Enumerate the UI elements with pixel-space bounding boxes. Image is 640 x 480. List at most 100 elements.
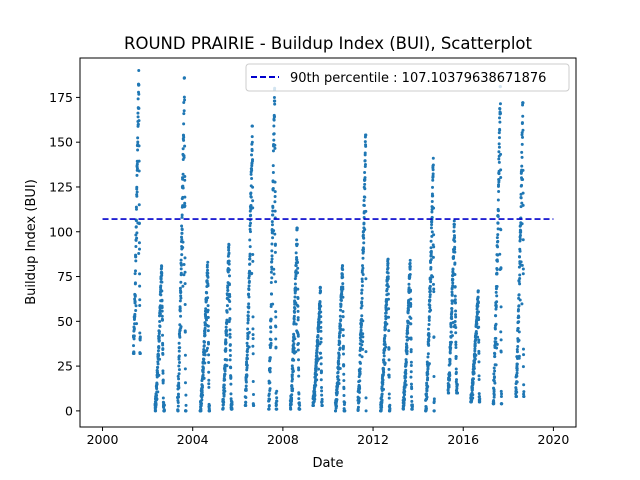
data-point xyxy=(402,400,406,404)
data-point xyxy=(134,244,138,248)
data-point xyxy=(454,313,458,317)
data-point xyxy=(430,223,434,227)
data-point xyxy=(404,372,408,376)
data-point xyxy=(477,360,481,364)
data-point xyxy=(138,272,142,276)
data-point xyxy=(207,404,211,408)
data-point xyxy=(178,306,182,310)
data-point xyxy=(493,369,497,373)
data-point xyxy=(448,358,452,362)
data-point xyxy=(208,409,212,413)
data-point xyxy=(496,198,500,202)
data-point xyxy=(155,393,159,397)
data-point xyxy=(519,196,523,200)
data-point xyxy=(293,307,297,311)
data-point xyxy=(179,314,183,318)
data-point xyxy=(136,122,140,126)
data-point xyxy=(314,365,318,369)
data-point xyxy=(520,201,524,205)
data-point xyxy=(252,392,255,396)
data-point xyxy=(135,322,139,326)
data-point xyxy=(293,282,297,286)
data-point xyxy=(138,298,142,302)
data-point xyxy=(250,271,254,275)
data-point xyxy=(387,329,391,333)
data-point xyxy=(226,288,230,292)
data-point xyxy=(521,365,525,369)
data-point xyxy=(251,337,255,341)
data-point xyxy=(449,340,453,344)
data-point xyxy=(471,380,475,384)
data-point xyxy=(179,294,183,298)
data-point xyxy=(493,355,497,359)
data-point xyxy=(319,325,323,329)
data-point xyxy=(203,361,207,365)
data-point xyxy=(270,260,274,264)
data-point xyxy=(296,341,300,345)
data-point xyxy=(432,399,436,403)
data-point xyxy=(247,284,251,288)
data-point xyxy=(249,221,253,225)
data-point xyxy=(431,174,435,178)
data-point xyxy=(245,353,249,357)
data-point xyxy=(225,310,229,314)
data-point xyxy=(359,328,363,332)
data-point xyxy=(497,189,501,193)
data-point xyxy=(251,252,255,256)
data-point xyxy=(137,69,141,73)
data-point xyxy=(135,166,139,170)
data-point xyxy=(362,204,366,208)
x-tick-label: 2016 xyxy=(447,432,479,447)
data-point xyxy=(319,356,323,360)
data-point xyxy=(363,195,367,199)
data-point xyxy=(428,303,432,307)
data-point xyxy=(229,392,233,396)
data-point xyxy=(358,349,362,353)
data-point xyxy=(184,409,188,413)
data-point xyxy=(386,266,390,270)
data-point xyxy=(135,194,139,198)
data-point xyxy=(384,308,388,312)
data-point xyxy=(176,401,180,405)
data-point xyxy=(383,334,387,338)
data-point xyxy=(136,140,140,144)
data-point xyxy=(292,314,296,318)
data-point xyxy=(245,366,249,370)
data-point xyxy=(273,250,277,254)
data-point xyxy=(206,316,210,320)
data-point xyxy=(387,375,391,379)
y-tick-label: 75 xyxy=(57,269,73,284)
data-point xyxy=(224,341,228,345)
data-point xyxy=(410,387,414,391)
data-point xyxy=(453,250,457,254)
data-point xyxy=(403,392,407,396)
data-point xyxy=(138,352,142,356)
data-point xyxy=(222,383,226,387)
data-point xyxy=(319,315,323,319)
data-point xyxy=(207,382,211,386)
data-point xyxy=(134,207,138,211)
data-point xyxy=(499,176,503,180)
data-point xyxy=(478,397,482,401)
data-point xyxy=(181,240,185,244)
data-point xyxy=(498,252,502,256)
data-point xyxy=(135,190,139,194)
data-point xyxy=(515,390,519,394)
data-point xyxy=(450,290,454,294)
y-tick-label: 25 xyxy=(57,359,73,374)
data-point xyxy=(250,135,254,139)
data-point xyxy=(295,258,299,262)
data-point xyxy=(230,400,234,404)
data-point xyxy=(132,352,136,356)
data-point xyxy=(319,329,323,333)
data-point xyxy=(202,376,206,380)
data-point xyxy=(296,348,300,352)
x-tick-label: 2020 xyxy=(538,432,570,447)
data-point xyxy=(295,242,299,246)
data-point xyxy=(178,299,182,303)
data-point xyxy=(225,358,229,362)
x-tick-label: 2000 xyxy=(87,432,119,447)
data-point xyxy=(358,353,362,357)
data-point xyxy=(184,403,188,407)
